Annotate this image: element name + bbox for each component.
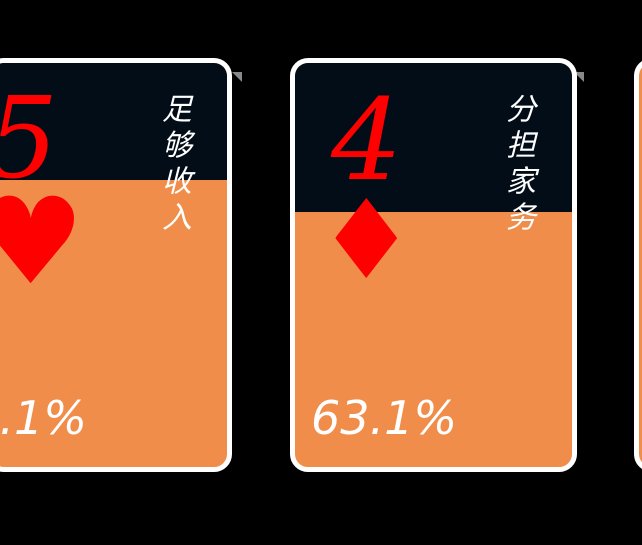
card: 5 ♥ 足够收入 0.1% (0, 58, 232, 472)
percent: 0.1% (0, 391, 87, 445)
rank: 5 (0, 83, 58, 195)
card-partial (634, 58, 642, 472)
card-label: 分担家务 (500, 93, 535, 237)
suit: ♥ (0, 183, 85, 303)
rank: 4 (331, 76, 403, 206)
shadow (574, 72, 584, 82)
card-top (0, 63, 227, 180)
card-top (295, 63, 572, 212)
card: 4 ♦ 分担家务 63.1% (290, 58, 577, 472)
percent: 63.1% (311, 391, 458, 445)
suit: ♦ (317, 176, 416, 304)
shadow (232, 72, 242, 82)
card-label: 足够收入 (156, 93, 191, 237)
